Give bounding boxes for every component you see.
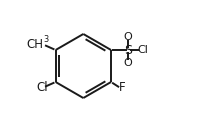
Text: S: S	[124, 44, 132, 56]
Text: F: F	[118, 81, 125, 94]
Text: Cl: Cl	[137, 45, 148, 55]
Text: 3: 3	[43, 35, 49, 44]
Text: O: O	[124, 58, 132, 68]
Text: CH: CH	[26, 38, 43, 51]
Text: Cl: Cl	[36, 81, 48, 94]
Text: O: O	[124, 32, 132, 42]
